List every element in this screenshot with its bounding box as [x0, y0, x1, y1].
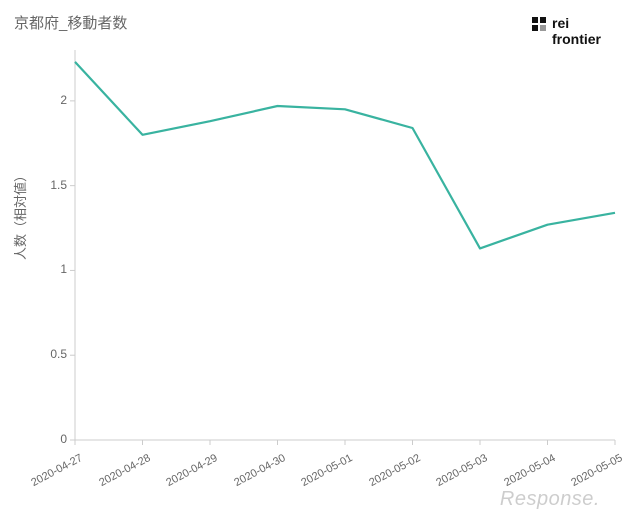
data-series-line: [75, 62, 615, 249]
y-tick-label: 1.5: [37, 178, 67, 192]
y-tick-label: 1: [37, 262, 67, 276]
chart-container: 京都府_移動者数 rei frontier 人数（相対値） 00.511.52 …: [0, 0, 640, 529]
line-chart-plot: [0, 0, 640, 529]
y-tick-label: 0: [37, 432, 67, 446]
y-tick-label: 0.5: [37, 347, 67, 361]
y-tick-label: 2: [37, 93, 67, 107]
